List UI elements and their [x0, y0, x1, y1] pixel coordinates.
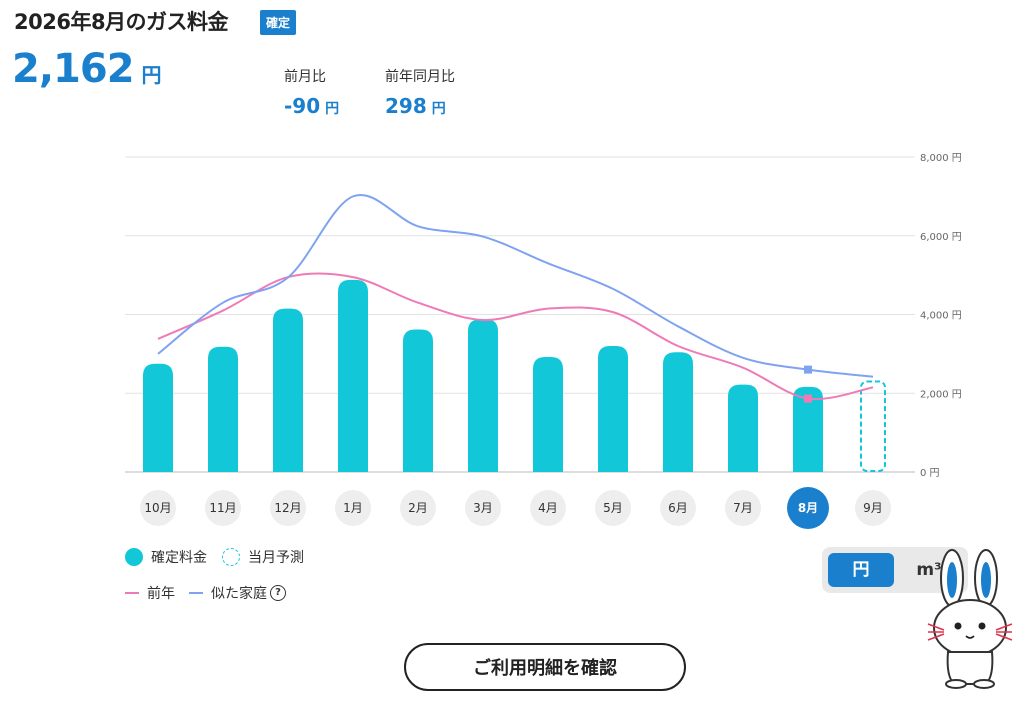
bar [143, 363, 173, 472]
yoy-value: 298 [385, 94, 427, 118]
forecast-swatch [222, 548, 240, 566]
month-tab-label: 2月 [408, 501, 428, 515]
legend-confirmed: 確定料金 [125, 547, 207, 567]
month-tab-label: 3月 [473, 501, 493, 515]
month-tab-bg [270, 490, 306, 526]
bar [533, 357, 563, 472]
legend-last-year-label: 前年 [147, 586, 175, 602]
page-title: 2026年8月のガス料金 [14, 10, 229, 34]
y-tick-label: 0 円 [920, 468, 940, 479]
month-tab-label: 8月 [798, 501, 818, 515]
year-over-year: 前年同月比 298 円 [385, 66, 455, 118]
gas-fee-chart: 0 円 2,000 円 4,000 円 6,000 円 8,000 円 10月 11月 12月… [125, 153, 962, 529]
help-icon[interactable]: ? [270, 585, 286, 601]
last-year-swatch [125, 592, 139, 594]
unit-yen-button[interactable]: 円 [828, 553, 894, 587]
month-tab-bg [725, 490, 761, 526]
amount-unit: 円 [141, 63, 162, 87]
month-over-month: 前月比 -90 円 [284, 66, 339, 118]
similar-line [157, 193, 874, 378]
total-amount: 2,162 円 [12, 46, 162, 92]
month-tab-bg [465, 490, 501, 526]
yoy-unit: 円 [431, 101, 446, 117]
month-tab-label: 4月 [538, 501, 558, 515]
last-year-line [157, 272, 874, 401]
month-tab-bg [205, 490, 241, 526]
legend-similar-label: 似た家庭 [211, 586, 267, 602]
similar-swatch [189, 592, 203, 594]
legend-similar: 似た家庭 ? [189, 583, 286, 603]
mom-value: -90 [284, 94, 321, 118]
bar [598, 346, 628, 472]
month-tab-bg [595, 490, 631, 526]
bar [663, 352, 693, 472]
month-tab-bg [140, 490, 176, 526]
month-tab-bg [787, 487, 829, 529]
month-tab-bg [335, 490, 371, 526]
y-tick-label: 2,000 円 [920, 389, 962, 400]
month-tab-label: 5月 [603, 501, 623, 515]
bar [208, 346, 238, 472]
month-tab-label: 9月 [863, 501, 883, 515]
bar [403, 329, 433, 472]
month-tab-label: 12月 [274, 501, 301, 515]
view-details-button[interactable]: ご利用明細を確認 [404, 643, 686, 691]
forecast-bar [860, 380, 886, 472]
yoy-label: 前年同月比 [385, 69, 455, 85]
status-badge: 確定 [260, 10, 297, 35]
month-tab-label: 7月 [733, 501, 753, 515]
unit-m3-button[interactable]: m³ [916, 560, 942, 580]
month-tab-label: 10月 [144, 501, 171, 515]
amount-value: 2,162 [12, 46, 135, 92]
legend-forecast-label: 当月予測 [248, 550, 304, 566]
bar [793, 386, 823, 472]
month-tab-label: 1月 [343, 501, 363, 515]
y-tick-label: 6,000 円 [920, 232, 962, 243]
y-tick-label: 8,000 円 [920, 153, 962, 164]
bar [468, 319, 498, 472]
confirmed-swatch [125, 548, 143, 566]
bar [728, 384, 758, 472]
month-tab-bg [660, 490, 696, 526]
y-tick-label: 4,000 円 [920, 311, 962, 322]
legend-last-year: 前年 [125, 583, 175, 603]
mom-label: 前月比 [284, 69, 326, 85]
legend-confirmed-label: 確定料金 [151, 550, 207, 566]
month-tab-bg [855, 490, 891, 526]
month-tab-bg [400, 490, 436, 526]
rabbit-mascot-icon [927, 549, 1013, 689]
month-tab-label: 6月 [668, 501, 688, 515]
bar [338, 279, 368, 472]
bar [273, 308, 303, 472]
month-tab-label: 11月 [209, 501, 236, 515]
mom-unit: 円 [325, 101, 340, 117]
line-marker [804, 365, 812, 374]
line-marker [804, 394, 812, 403]
month-tab-bg [530, 490, 566, 526]
legend-forecast: 当月予測 [222, 547, 304, 567]
